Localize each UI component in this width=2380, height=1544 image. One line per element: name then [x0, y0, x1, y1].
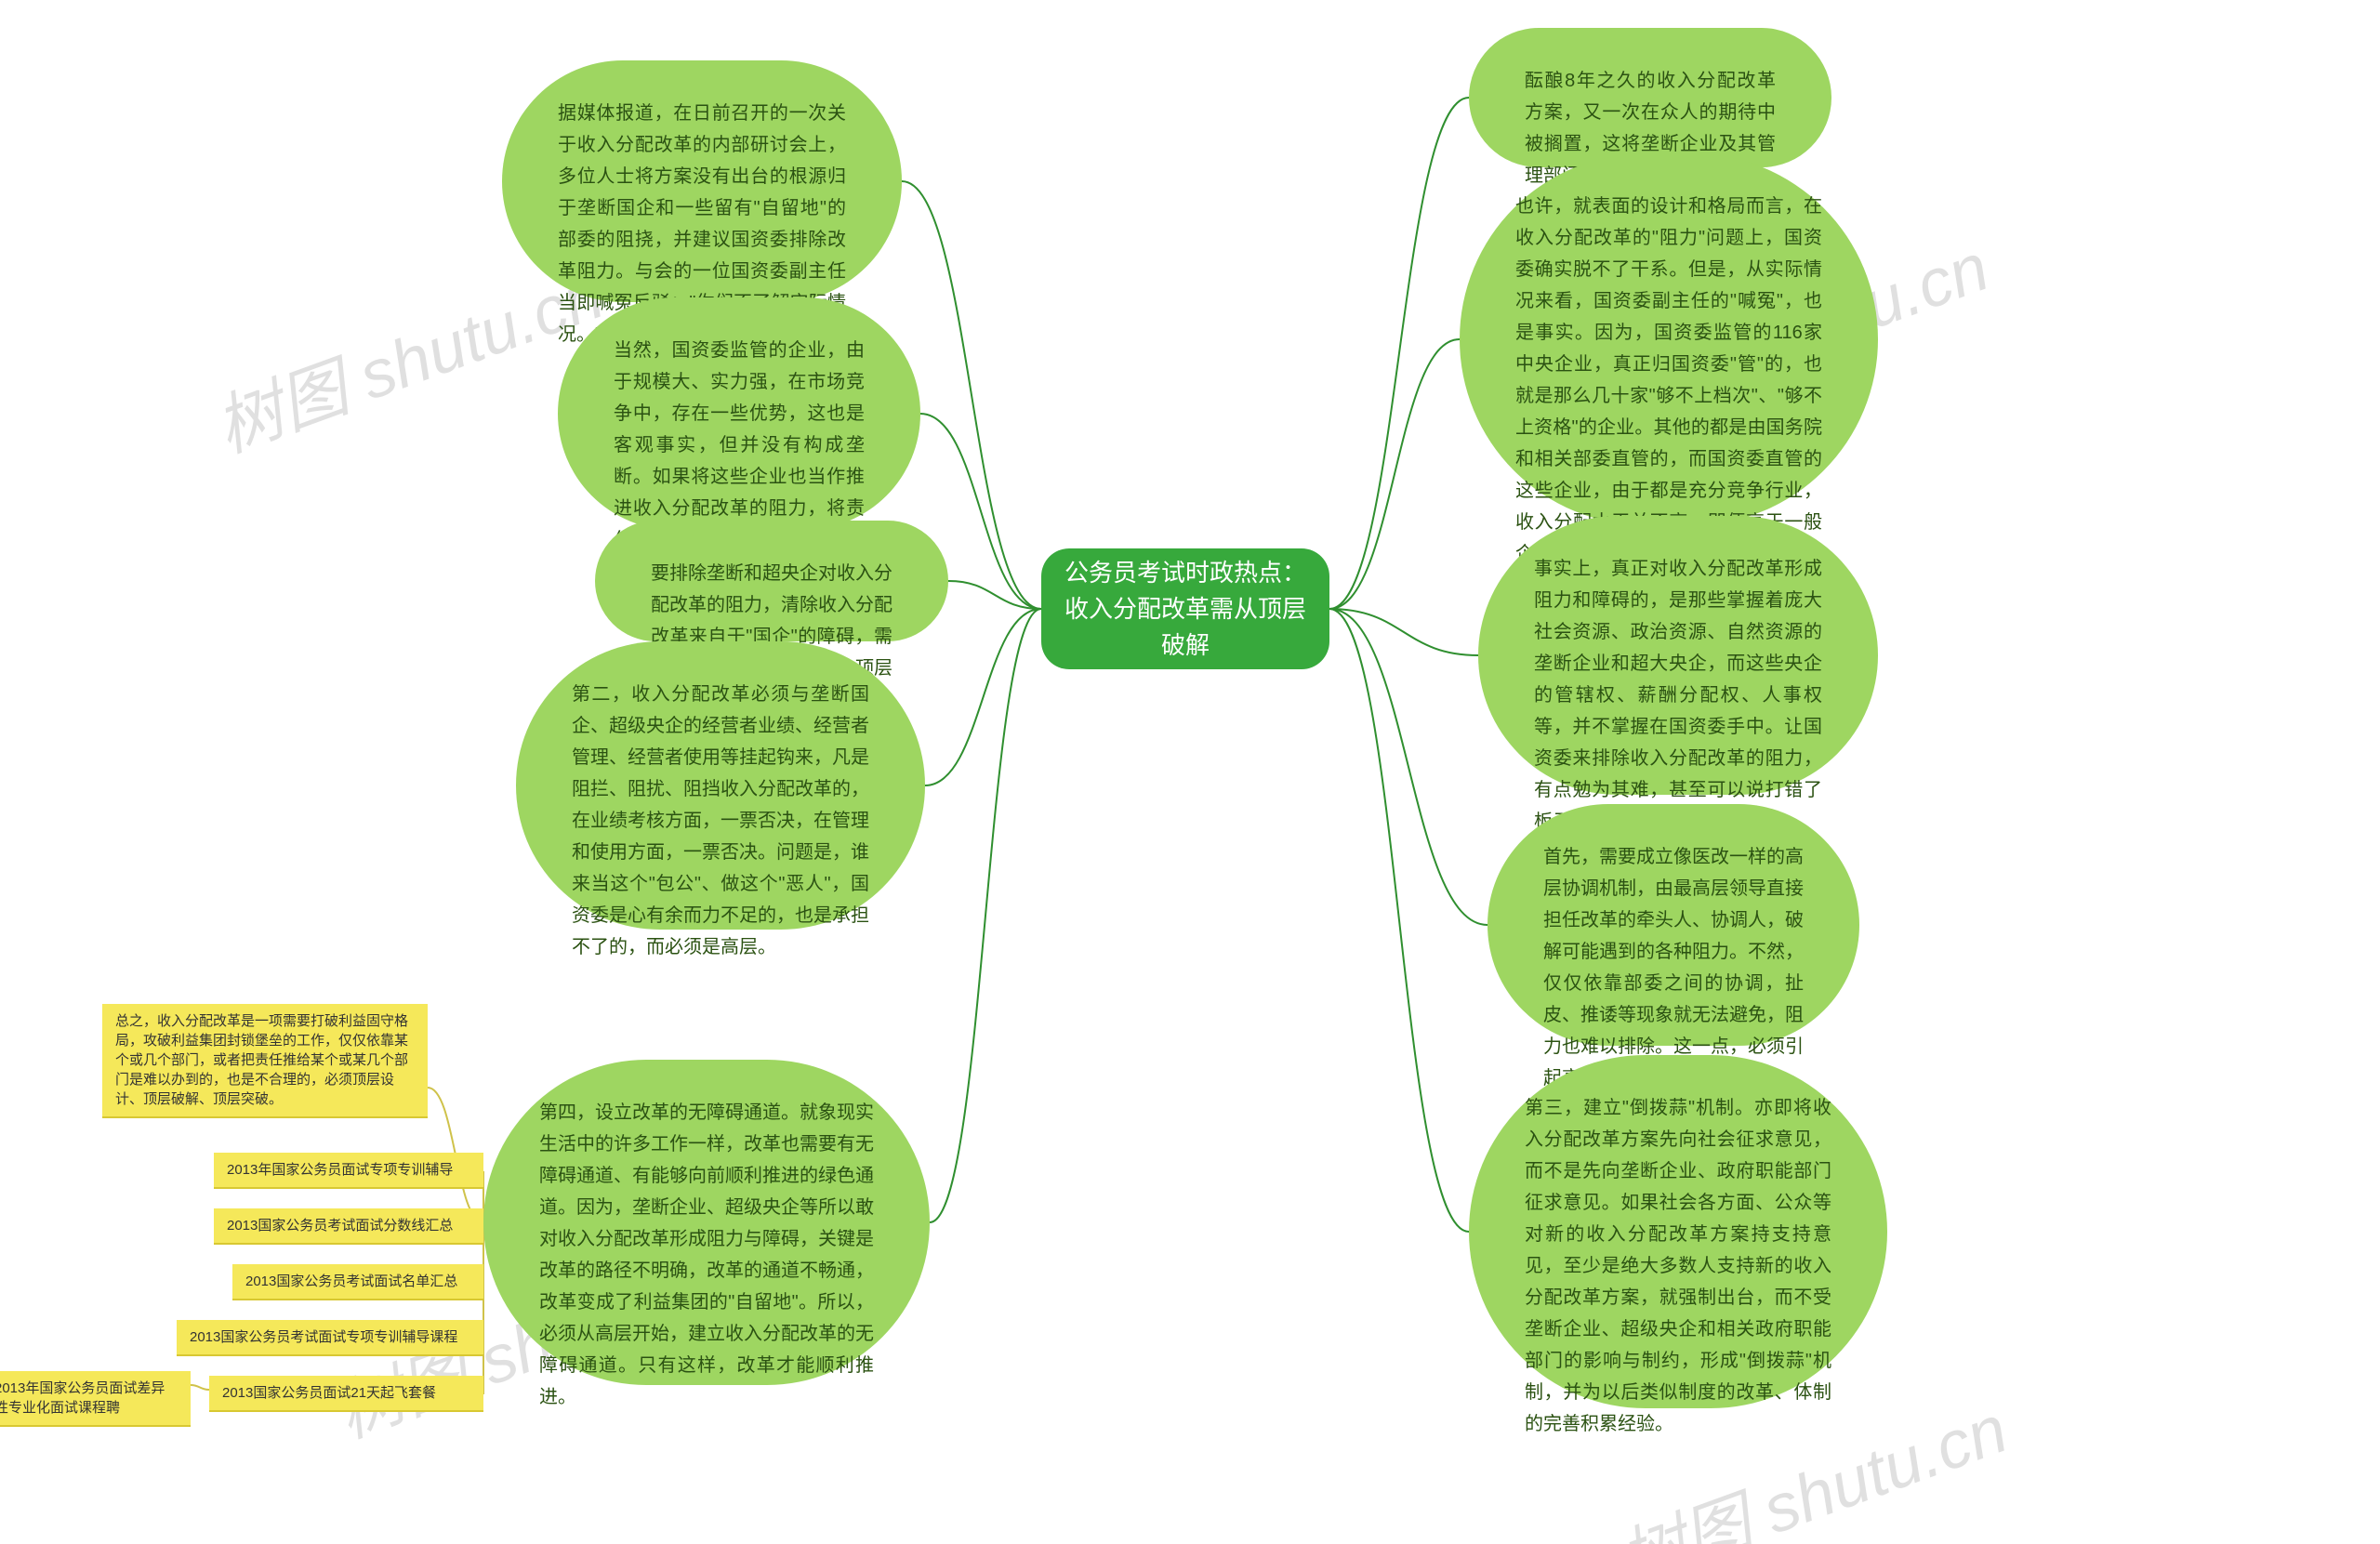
left-bubble-1: 据媒体报道，在日前召开的一次关于收入分配改革的内部研讨会上，多位人士将方案没有出…: [502, 60, 902, 302]
bubble-text: 也许，就表面的设计和格局而言，在收入分配改革的"阻力"问题上，国资委确实脱不了干…: [1515, 196, 1822, 564]
bubble-text: 第四，设立改革的无障碍通道。就象现实生活中的许多工作一样，改革也需要有无障碍通道…: [539, 1102, 874, 1407]
leaf-link-2[interactable]: 2013国家公务员考试面试分数线汇总: [214, 1208, 483, 1245]
edges-layer: [0, 0, 2380, 1544]
leaf-link-1[interactable]: 2013年国家公务员面试专项专训辅导: [214, 1153, 483, 1189]
leaf-link-4[interactable]: 2013国家公务员考试面试专项专训辅导课程: [177, 1320, 483, 1356]
right-bubble-5: 第三，建立"倒拨蒜"机制。亦即将收入分配改革方案先向社会征求意见，而不是先向垄断…: [1469, 1055, 1887, 1408]
right-bubble-4: 首先，需要成立像医改一样的高层协调机制，由最高层领导直接担任改革的牵头人、协调人…: [1488, 804, 1859, 1046]
leaf-text: 2013国家公务员考试面试名单汇总: [245, 1273, 457, 1289]
leaf-text: 2013国家公务员考试面试分数线汇总: [227, 1218, 453, 1234]
bubble-text: 事实上，真正对收入分配改革形成阻力和障碍的，是那些掌握着庞大社会资源、政治资源、…: [1534, 559, 1822, 832]
center-label: 公务员考试时政热点：收入分配改革需从顶层破解: [1060, 555, 1311, 664]
center-node: 公务员考试时政热点：收入分配改革需从顶层破解: [1041, 548, 1329, 669]
leaf-link-3[interactable]: 2013国家公务员考试面试名单汇总: [232, 1264, 483, 1300]
leaf-text: 总之，收入分配改革是一项需要打破利益固守格局，攻破利益集团封锁堡垒的工作，仅仅依…: [115, 1013, 408, 1107]
leaf-summary: 总之，收入分配改革是一项需要打破利益固守格局，攻破利益集团封锁堡垒的工作，仅仅依…: [102, 1004, 428, 1118]
right-bubble-1: 酝酿8年之久的收入分配改革方案，又一次在众人的期待中被搁置，这将垄断企业及其管理…: [1469, 28, 1831, 167]
leaf-text: 2013国家公务员面试21天起飞套餐: [222, 1385, 436, 1401]
bubble-text: 首先，需要成立像医改一样的高层协调机制，由最高层领导直接担任改革的牵头人、协调人…: [1543, 847, 1804, 1089]
left-bubble-2: 当然，国资委监管的企业，由于规模大、实力强，在市场竞争中，存在一些优势，这也是客…: [558, 297, 920, 530]
right-bubble-2: 也许，就表面的设计和格局而言，在收入分配改革的"阻力"问题上，国资委确实脱不了干…: [1460, 153, 1878, 525]
leaf-text: 2013年国家公务员面试差异性专业化面试课程聘: [0, 1380, 165, 1416]
bubble-text: 第二，收入分配改革必须与垄断国企、超级央企的经营者业绩、经营者管理、经营者使用等…: [572, 684, 869, 957]
leaf-text: 2013国家公务员考试面试专项专训辅导课程: [190, 1329, 457, 1345]
leaf-link-5-child[interactable]: 2013年国家公务员面试差异性专业化面试课程聘: [0, 1371, 191, 1427]
left-bubble-4: 第二，收入分配改革必须与垄断国企、超级央企的经营者业绩、经营者管理、经营者使用等…: [516, 641, 925, 930]
leaf-text: 2013年国家公务员面试专项专训辅导: [227, 1162, 453, 1178]
leaf-link-5[interactable]: 2013国家公务员面试21天起飞套餐: [209, 1376, 483, 1412]
right-bubble-3: 事实上，真正对收入分配改革形成阻力和障碍的，是那些掌握着庞大社会资源、政治资源、…: [1478, 516, 1878, 795]
left-bubble-3: 要排除垄断和超央企对收入分配改革的阻力，清除收入分配改革来自于"国企"的障碍，需…: [595, 521, 948, 641]
bubble-text: 第三，建立"倒拨蒜"机制。亦即将收入分配改革方案先向社会征求意见，而不是先向垄断…: [1525, 1098, 1831, 1434]
mindmap-canvas: 树图 shutu.cn 树图 shutu.cn 树图 shutu.cn 树图 s…: [0, 0, 2380, 1544]
left-bubble-5: 第四，设立改革的无障碍通道。就象现实生活中的许多工作一样，改革也需要有无障碍通道…: [483, 1060, 930, 1385]
